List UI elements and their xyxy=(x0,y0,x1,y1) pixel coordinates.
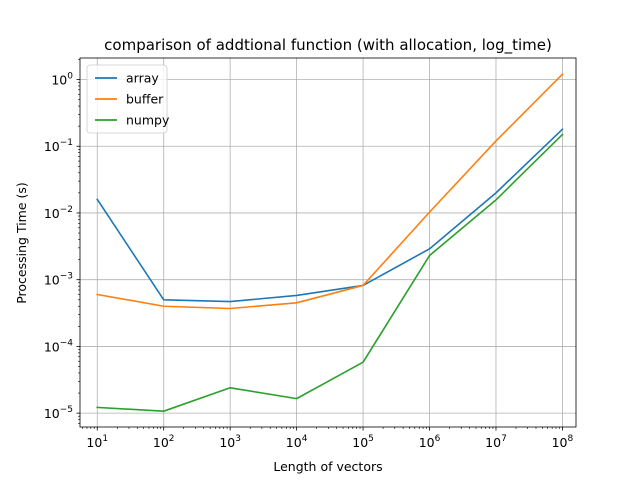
legend: array buffer numpy xyxy=(86,64,170,134)
chart-title: comparison of addtional function (with a… xyxy=(104,36,552,55)
series-lines xyxy=(96,73,564,412)
legend-box xyxy=(86,64,168,134)
y-tick-label: 10−1 xyxy=(44,138,73,154)
x-tick-label: 107 xyxy=(485,434,507,450)
y-tick-label: 100 xyxy=(51,72,73,88)
x-tick-label: 108 xyxy=(552,434,574,450)
legend-label-numpy: numpy xyxy=(126,113,170,128)
series-line-buffer xyxy=(96,73,564,310)
series-line-array xyxy=(96,128,564,303)
grid xyxy=(80,58,576,427)
y-tick-label: 10−4 xyxy=(44,338,73,354)
x-tick-label: 103 xyxy=(219,434,241,450)
x-axis-ticks: 101 102 103 104 105 106 107 108 xyxy=(82,427,574,450)
plot-frame xyxy=(79,57,577,428)
x-tick-label: 101 xyxy=(86,434,108,450)
x-axis-label: Length of vectors xyxy=(273,459,382,474)
x-tick-label: 104 xyxy=(286,434,308,450)
series-line-numpy xyxy=(96,133,564,412)
legend-label-buffer: buffer xyxy=(126,92,164,107)
y-tick-label: 10−5 xyxy=(44,405,73,421)
y-tick-label: 10−2 xyxy=(44,205,73,221)
x-tick-label: 105 xyxy=(352,434,374,450)
y-axis-ticks: 10−5 10−4 10−3 10−2 10−1 100 xyxy=(44,59,80,424)
legend-label-array: array xyxy=(126,71,159,86)
x-tick-label: 102 xyxy=(153,434,175,450)
y-axis-label: Processing Time (s) xyxy=(14,182,29,304)
y-tick-label: 10−3 xyxy=(44,272,73,288)
x-tick-label: 106 xyxy=(419,434,441,450)
